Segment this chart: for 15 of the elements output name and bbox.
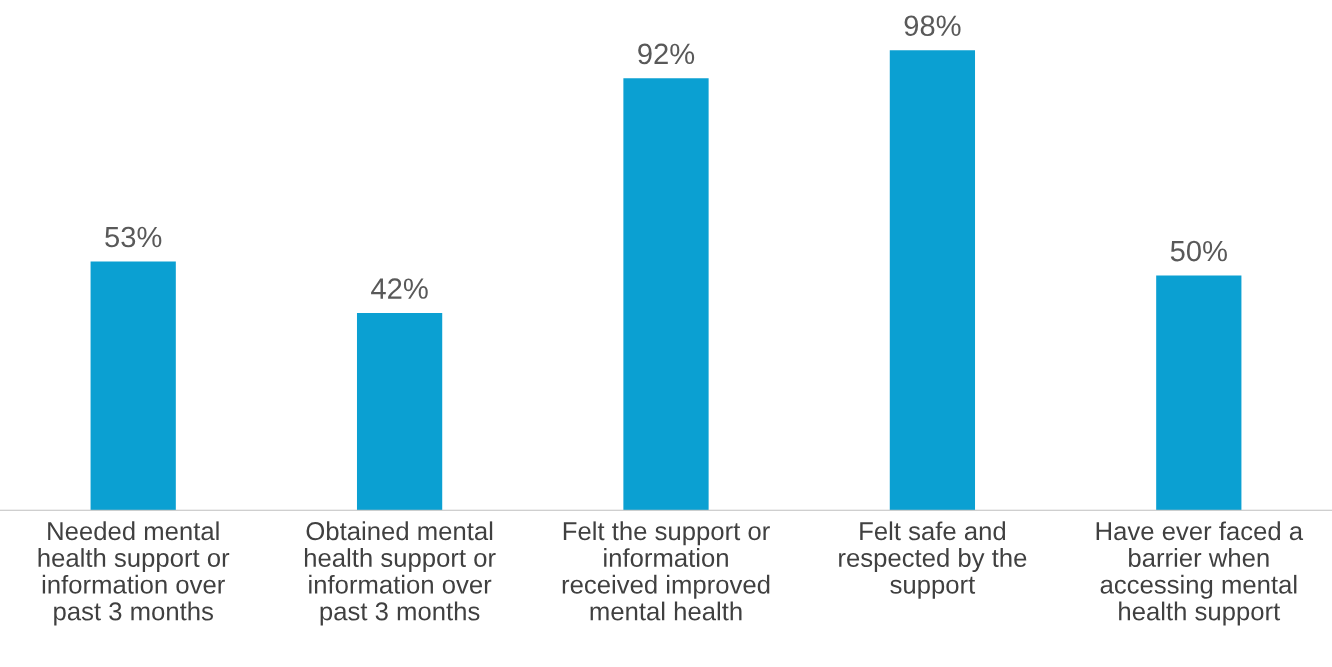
- bar: [889, 50, 976, 511]
- data-label: 53%: [105, 226, 162, 248]
- bar: [90, 261, 176, 511]
- bar: [623, 78, 709, 511]
- x-tick-label: Needed mental health support or information over past 3 months: [38, 521, 230, 626]
- x-tick-label: Obtained mental health support or information over past 3 months: [304, 521, 496, 626]
- data-label: 92%: [638, 43, 695, 65]
- x-tick-label: Felt the support or information received improved mental health: [562, 521, 770, 621]
- data-label: 42%: [371, 278, 428, 299]
- bar: [1156, 275, 1242, 511]
- data-label: 50%: [1170, 240, 1227, 262]
- x-tick-label: Have ever faced a barrier when accessing mental health support: [1096, 521, 1304, 626]
- x-tick-label: Felt safe and respected by the support: [839, 521, 1027, 599]
- data-label: 98%: [904, 15, 961, 37]
- bar: [356, 313, 443, 511]
